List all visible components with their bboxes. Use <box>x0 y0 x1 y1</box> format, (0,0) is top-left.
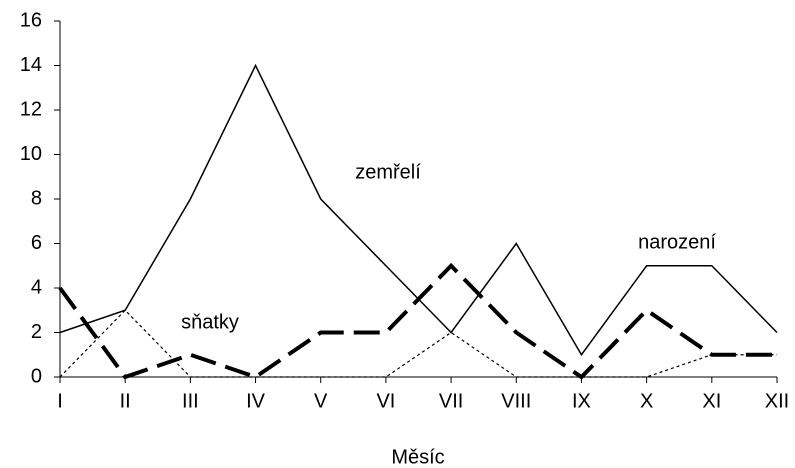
y-tick-label: 6 <box>31 232 42 254</box>
y-tick-label: 14 <box>20 54 42 76</box>
x-tick-label: X <box>640 390 653 412</box>
x-tick-label: III <box>182 390 199 412</box>
x-tick-label: VI <box>376 390 395 412</box>
x-tick-label: I <box>57 390 63 412</box>
y-tick-label: 4 <box>31 276 42 298</box>
x-tick-label: VIII <box>501 390 531 412</box>
x-axis-title: Měsíc <box>391 446 444 468</box>
x-tick-label: V <box>314 390 328 412</box>
series-line <box>59 309 777 378</box>
x-tick-label: XI <box>702 390 721 412</box>
series-line <box>59 63 778 357</box>
y-tick-label: 12 <box>20 98 42 120</box>
y-tick-label: 16 <box>20 9 42 31</box>
y-tick-label: 2 <box>31 321 42 343</box>
y-tick-label: 10 <box>20 143 42 165</box>
series-label: narození <box>638 231 716 253</box>
series-line <box>58 262 777 380</box>
x-tick-label: IV <box>246 390 266 412</box>
x-tick-label: IX <box>572 390 591 412</box>
series-label: zemřelí <box>355 161 421 183</box>
series-label: sňatky <box>181 311 239 333</box>
x-tick-label: XII <box>765 390 789 412</box>
y-tick-label: 8 <box>31 187 42 209</box>
x-tick-label: VII <box>439 390 463 412</box>
y-tick-label: 0 <box>31 365 42 387</box>
x-tick-label: II <box>120 390 131 412</box>
